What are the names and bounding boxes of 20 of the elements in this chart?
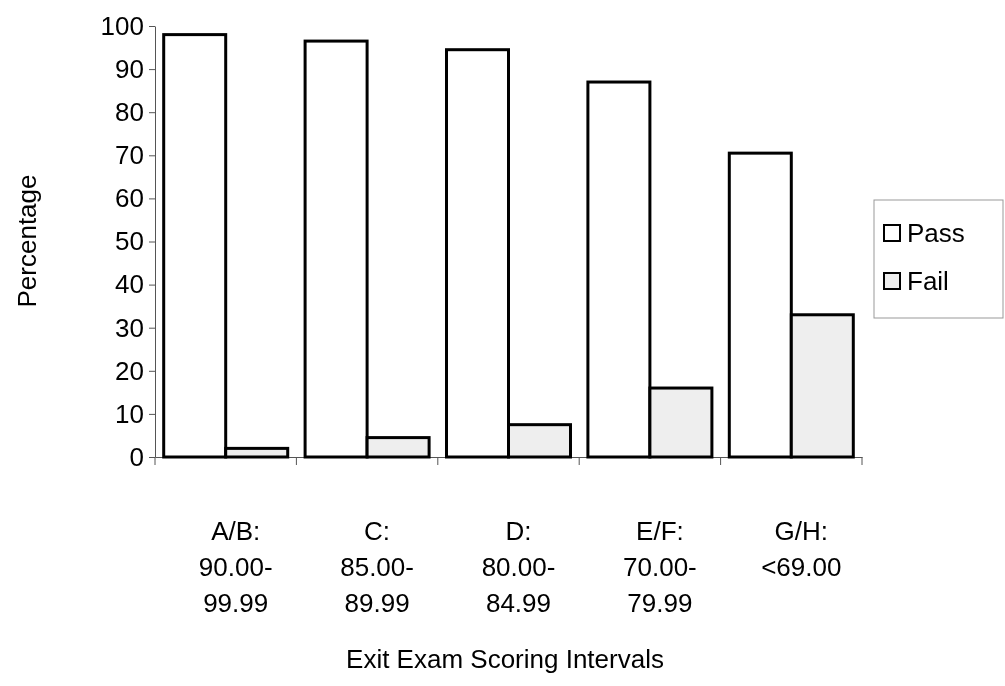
y-tick-label: 30 xyxy=(115,312,144,343)
x-tick-label: A/B: 90.00-99.99 xyxy=(198,516,273,618)
x-tick-label: G/H: <69.00 xyxy=(761,516,842,582)
y-axis-title: Percentage xyxy=(12,174,42,308)
y-tick-label: 90 xyxy=(115,53,144,84)
y-tick-label: 60 xyxy=(115,183,144,214)
y-tick-label: 20 xyxy=(115,355,144,386)
y-tick-label: 100 xyxy=(100,10,144,41)
y-tick-label: 0 xyxy=(129,441,144,472)
x-axis-title: Exit Exam Scoring Intervals xyxy=(346,644,664,674)
y-tick-label: 70 xyxy=(115,140,144,171)
y-tick-label: 80 xyxy=(115,97,144,128)
legend-label: Pass xyxy=(907,218,965,248)
x-tick-label: C: 85.00-89.99 xyxy=(340,516,414,618)
y-tick-label: 50 xyxy=(115,226,144,257)
y-tick-label: 40 xyxy=(115,269,144,300)
legend-label: Fail xyxy=(907,266,949,296)
x-tick-label: E/F: 70.00-79.99 xyxy=(623,516,697,618)
y-tick-label: 10 xyxy=(115,398,144,429)
x-tick-label: D: 80.00-84.99 xyxy=(481,516,556,618)
